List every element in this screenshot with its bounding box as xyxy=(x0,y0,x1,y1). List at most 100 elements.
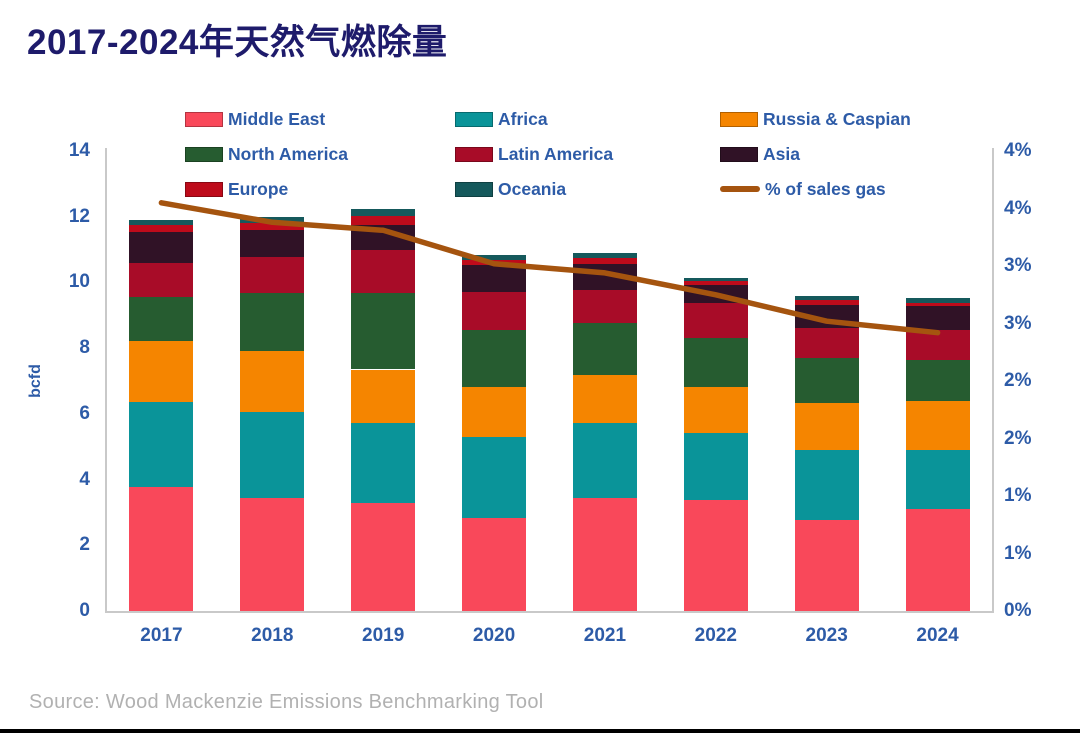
legend-color-swatch xyxy=(455,146,493,162)
legend-item: Latin America xyxy=(455,144,613,164)
bar-segment-asia xyxy=(462,265,527,292)
bar-segment-asia xyxy=(129,232,194,264)
x-tick-label: 2022 xyxy=(694,625,737,646)
bar-segment-africa xyxy=(240,411,305,499)
bar-segment-africa xyxy=(794,450,859,520)
bar-segment-middle-east xyxy=(794,519,859,611)
legend-line-swatch xyxy=(720,186,760,192)
bar-segment-oceania xyxy=(683,277,748,282)
y-tick-label: 10 xyxy=(68,271,90,293)
legend-label: Middle East xyxy=(228,108,326,129)
bar-segment-africa xyxy=(905,449,970,510)
bar-segment-north-america xyxy=(572,322,637,376)
legend-label: North America xyxy=(228,143,348,164)
y-tick-label: 14 xyxy=(68,140,90,161)
legend-item: Asia xyxy=(720,144,800,164)
legend-color-swatch xyxy=(455,111,493,127)
x-tick-label: 2017 xyxy=(140,625,183,646)
legend-item: Middle East xyxy=(185,109,325,129)
y2-tick-label: 4% xyxy=(1004,140,1032,161)
y2-tick-label: 4% xyxy=(1004,197,1032,219)
bar-segment-middle-east xyxy=(462,518,527,611)
y-tick-label: 8 xyxy=(79,337,90,359)
legend-label: % of sales gas xyxy=(765,178,886,199)
bar-segment-europe xyxy=(351,216,416,225)
bar-segment-russia-caspian xyxy=(905,401,970,450)
bar-segment-asia xyxy=(905,306,970,330)
bar-segment-africa xyxy=(572,422,637,499)
bar-segment-africa xyxy=(129,401,194,487)
bar-segment-north-america xyxy=(794,358,859,404)
bar-segment-latin-america xyxy=(572,289,637,323)
bar-segment-russia-caspian xyxy=(794,403,859,450)
bar-segment-oceania xyxy=(572,253,637,258)
legend-label: Europe xyxy=(228,178,289,199)
bar-segment-oceania xyxy=(462,255,527,261)
y2-tick-label: 0% xyxy=(1004,600,1032,621)
legend-label: Africa xyxy=(498,108,548,129)
bar-segment-latin-america xyxy=(683,303,748,339)
y2-tick-label: 1% xyxy=(1004,485,1032,506)
bar-segment-latin-america xyxy=(794,328,859,359)
bar-segment-latin-america xyxy=(129,263,194,297)
y-tick-label: 2 xyxy=(79,534,90,556)
x-tick-label: 2018 xyxy=(251,625,294,646)
y-tick-label: 0 xyxy=(79,600,90,621)
page-title: 2017-2024年天然气燃除量 xyxy=(27,23,448,62)
bar-segment-middle-east xyxy=(351,503,416,611)
legend-color-swatch xyxy=(720,111,758,127)
legend-item: % of sales gas xyxy=(720,179,886,199)
bar-segment-middle-east xyxy=(240,498,305,611)
bar-segment-europe xyxy=(905,303,970,307)
legend-color-swatch xyxy=(185,146,223,162)
y2-tick-label: 3% xyxy=(1004,255,1032,276)
bar-segment-russia-caspian xyxy=(683,386,748,434)
legend-item: Europe xyxy=(185,179,288,199)
legend-label: Russia & Caspian xyxy=(763,108,911,129)
bar-segment-europe xyxy=(129,224,194,233)
bar-segment-africa xyxy=(683,433,748,500)
bar-segment-middle-east xyxy=(683,499,748,611)
bar-segment-oceania xyxy=(351,208,416,217)
legend-label: Latin America xyxy=(498,143,614,164)
bar-segment-africa xyxy=(351,423,416,504)
sales-gas-line xyxy=(158,200,941,336)
bar-segment-oceania xyxy=(794,295,859,300)
legend-label: Oceania xyxy=(498,178,567,199)
bar-segment-north-america xyxy=(240,292,305,352)
y-tick-label: 4 xyxy=(79,468,90,490)
y-tick-label: 6 xyxy=(79,402,90,424)
y2-tick-label: 2% xyxy=(1004,370,1032,391)
bar-segment-europe xyxy=(683,281,748,286)
legend-color-swatch xyxy=(455,181,493,197)
x-tick-label: 2020 xyxy=(472,625,516,646)
x-tick-label: 2019 xyxy=(362,625,405,646)
legend-label: Asia xyxy=(763,143,800,164)
legend-item: Russia & Caspian xyxy=(720,109,911,129)
bar-segment-latin-america xyxy=(462,291,527,331)
legend-item: Africa xyxy=(455,109,548,129)
bar-segment-russia-caspian xyxy=(129,340,194,402)
y2-tick-label: 1% xyxy=(1004,542,1032,564)
bottom-rule xyxy=(0,729,1080,733)
bar-segment-latin-america xyxy=(351,250,416,293)
bar-segment-russia-caspian xyxy=(462,386,527,438)
y2-tick-label: 3% xyxy=(1004,312,1032,334)
bar-segment-middle-east xyxy=(572,498,637,611)
y2-tick-label: 2% xyxy=(1004,427,1032,449)
bar-segment-asia xyxy=(240,229,305,257)
y-tick-label: 12 xyxy=(68,205,90,227)
bar-segment-north-america xyxy=(905,359,970,402)
y-axis-line xyxy=(105,148,107,612)
bar-segment-middle-east xyxy=(905,509,970,611)
legend-item: North America xyxy=(185,144,348,164)
bar-segment-north-america xyxy=(683,338,748,387)
bar-segment-russia-caspian xyxy=(351,369,416,424)
bar-segment-europe xyxy=(572,257,637,265)
x-tick-label: 2023 xyxy=(805,625,848,646)
y-axis-title: bcfd xyxy=(27,364,44,398)
bar-segment-russia-caspian xyxy=(240,351,305,412)
bar-segment-middle-east xyxy=(129,486,194,611)
bar-segment-oceania xyxy=(905,298,970,304)
bar-segment-europe xyxy=(794,299,859,306)
